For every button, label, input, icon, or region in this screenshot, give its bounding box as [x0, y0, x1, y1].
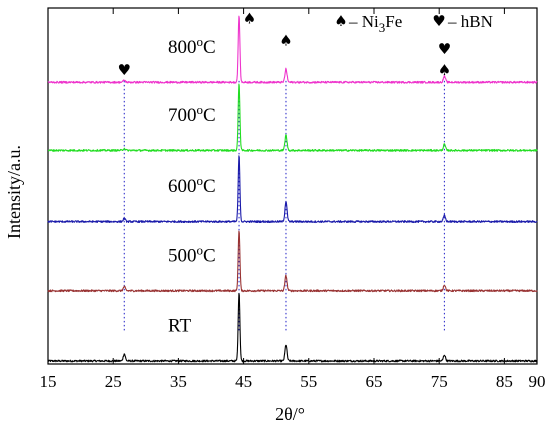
series-layer: [47, 15, 538, 363]
series-line: [47, 230, 538, 293]
series-label: 600oC: [168, 173, 216, 197]
x-tick-label: 75: [431, 372, 448, 391]
series-line: [47, 83, 538, 152]
legend-spade-icon: ♠: [334, 12, 347, 30]
series-label: 800oC: [168, 34, 216, 58]
series-line: [47, 292, 538, 363]
x-tick-label: 90: [529, 372, 546, 391]
series-line: [47, 15, 538, 84]
spade-marker: ♠: [279, 32, 292, 50]
x-tick-label: 55: [300, 372, 317, 391]
x-axis-title: 2θ/°: [275, 404, 305, 424]
series-labels: RT 500oC 600oC 700oC 800oC: [168, 34, 216, 337]
legend-hbn-label: – hBN: [447, 12, 493, 31]
x-tick-label: 65: [366, 372, 383, 391]
series-label: RT: [168, 315, 192, 336]
legend-ni3fe-label: – Ni3Fe: [348, 12, 402, 35]
x-tick-label: 85: [496, 372, 513, 391]
y-axis-title: Intensity/a.u.: [4, 145, 24, 239]
series-label: 500oC: [168, 242, 216, 266]
plot-border: [47, 7, 538, 365]
reference-lines: [123, 79, 445, 331]
x-tick-label: 35: [170, 372, 187, 391]
x-tick-label: 45: [235, 372, 252, 391]
x-axis-ticks: 15 25 35 45 55 65 75 85 90: [40, 8, 546, 391]
series-line: [47, 155, 538, 224]
plot-frame: [47, 7, 538, 365]
legend: ♠ – Ni3Fe ♥ – hBN: [334, 12, 493, 35]
spade-marker: ♠: [243, 9, 256, 27]
heart-marker: ♥: [438, 40, 451, 58]
legend-heart-icon: ♥: [432, 12, 445, 30]
spade-marker: ♠: [438, 61, 451, 79]
heart-marker: ♥: [118, 61, 131, 79]
peak-markers: ♥ ♠ ♠ ♥ ♠: [118, 9, 452, 79]
x-tick-label: 15: [40, 372, 57, 391]
series-label: 700oC: [168, 102, 216, 126]
x-tick-label: 25: [105, 372, 122, 391]
